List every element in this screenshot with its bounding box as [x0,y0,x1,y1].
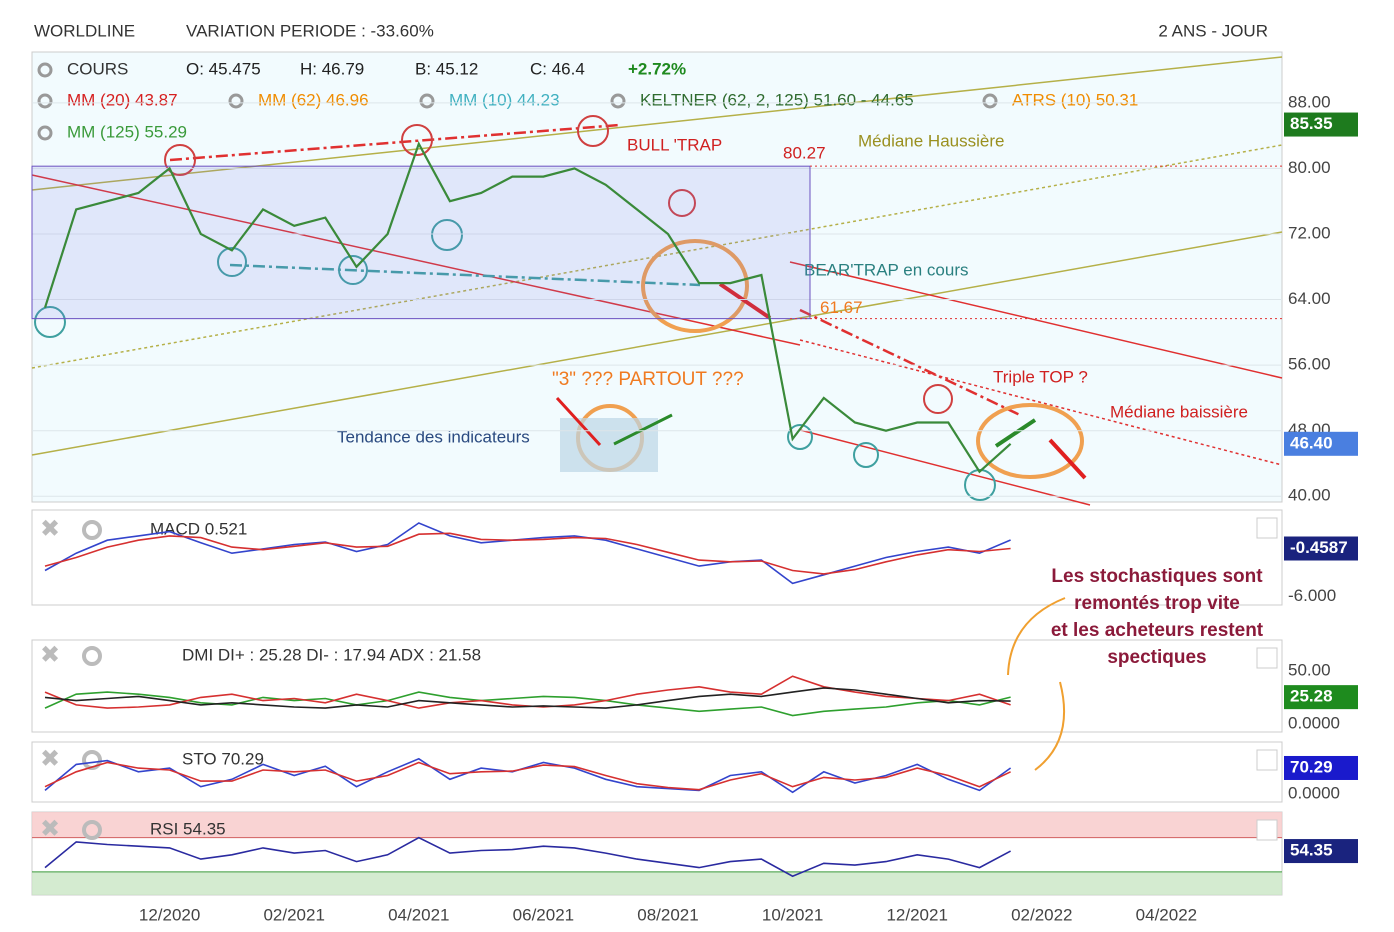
x-tick-label: 06/2021 [513,905,574,924]
value-badge [1284,112,1358,137]
note-line: et les acheteurs restent [1051,620,1264,641]
legend-item: MM (20) 43.87 [67,90,178,109]
x-tick-label: 12/2020 [139,905,200,924]
gear-icon [37,93,53,109]
y-tick-label: 72.00 [1288,223,1331,242]
legend-item: B: 45.12 [415,59,478,78]
gear-icon [37,125,53,141]
series-line [44,532,1011,575]
checkbox [1256,647,1278,669]
series-line [44,757,1012,794]
y-tick-label: 50.00 [1288,660,1331,679]
checkbox [1256,749,1278,771]
value-badge [1284,536,1358,561]
legend-item: C: 46.4 [530,59,585,78]
annotation: Triple TOP ? [993,367,1088,386]
series-line [43,141,1012,474]
y-tick-label: 0.0000 [1288,714,1340,733]
note-line: Les stochastiques sont [1051,566,1263,587]
note-line: remontés trop vite [1074,593,1240,614]
value-badge [1284,755,1358,780]
oversold-band [32,871,1282,895]
legend-item: O: 45.475 [186,59,261,78]
range-box [31,165,811,320]
gear-icon [82,520,102,540]
note-line: spectiques [1107,647,1206,668]
annotation: Médiane Haussière [858,131,1004,150]
overbought-band [32,812,1282,838]
checkbox [1256,819,1278,841]
gear-icon [228,93,244,109]
panel-title: DMI DI+ : 25.28 DI- : 17.94 ADX : 21.58 [182,645,481,664]
series-line [44,691,1011,717]
macd-panel [31,509,1283,606]
panel-title: RSI 54.35 [150,819,226,838]
value-badge-label: 46.40 [1290,433,1333,452]
value-badge-label: 70.29 [1290,757,1333,776]
trend-lines [31,56,1283,506]
y-tick-label: 64.00 [1288,289,1331,308]
series-line [44,836,1011,878]
header-title: WORLDLINE [34,21,135,40]
legend-item: H: 46.79 [300,59,364,78]
x-tick-label: 02/2021 [263,905,324,924]
x-tick-label: 02/2022 [1011,905,1072,924]
gear-icon [82,646,102,666]
level-label: 80.27 [783,144,826,163]
series-line [44,522,1011,585]
x-tick-label: 08/2021 [637,905,698,924]
x-tick-label: 04/2022 [1136,905,1197,924]
y-tick-label: 80.00 [1288,158,1331,177]
value-badge-label: -0.4587 [1290,538,1348,557]
y-tick-label: 56.00 [1288,355,1331,374]
legend-item: MM (10) 44.23 [449,90,560,109]
annotation: BEAR'TRAP en cours [804,260,969,279]
y-tick-label: -6.000 [1288,586,1336,605]
series-line [44,761,1011,791]
gear-icon [982,93,998,109]
header-period: 2 ANS - JOUR [1158,21,1268,40]
close-icon: ✖ [40,641,60,668]
header-variation: VARIATION PERIODE : -33.60% [186,21,434,40]
x-tick-label: 12/2021 [886,905,947,924]
y-tick-label: 88.00 [1288,92,1331,111]
x-tick-label: 10/2021 [762,905,823,924]
close-icon: ✖ [40,815,60,842]
value-badge-label: 85.35 [1290,114,1333,133]
y-tick-label: 40.00 [1288,486,1331,505]
legend-item: COURS [67,59,128,78]
checkbox [1256,517,1278,539]
value-badge-label: 25.28 [1290,687,1333,706]
legend-item: MM (125) 55.29 [67,122,187,141]
sto-panel [31,741,1283,803]
gear-icon [37,62,53,78]
x-tick-label: 04/2021 [388,905,449,924]
gear-icon [610,93,626,109]
panel-title: STO 70.29 [182,749,264,768]
value-badge-label: 54.35 [1290,841,1333,860]
panel-title: MACD 0.521 [150,519,247,538]
dmi-panel [31,639,1283,733]
legend-item: MM (62) 46.96 [258,90,369,109]
gear-icon [82,750,102,770]
annotation: BULL 'TRAP [627,135,722,154]
series-line [44,687,1011,709]
annotation: "3" ??? PARTOUT ??? [552,369,744,390]
gear-icon [82,820,102,840]
annotation: Tendance des indicateurs [337,427,530,446]
gear-icon [419,93,435,109]
legend-item: +2.72% [628,59,686,78]
level-label: 61.67 [820,298,863,317]
value-badge [1284,685,1358,710]
legend-item: KELTNER (62, 2, 125) 51.60 - 44.65 [640,90,914,109]
value-badge [1284,431,1358,456]
annotation: Médiane baissière [1110,402,1248,421]
value-badge [1284,839,1358,864]
close-icon: ✖ [40,515,60,542]
legend-item: ATRS (10) 50.31 [1012,90,1138,109]
y-tick-label: 0.0000 [1288,784,1340,803]
markers [34,115,1087,771]
close-icon: ✖ [40,745,60,772]
